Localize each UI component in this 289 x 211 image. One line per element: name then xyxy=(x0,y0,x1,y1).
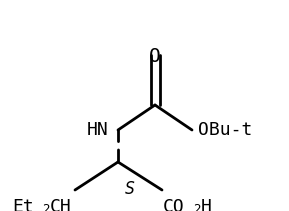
Text: Et: Et xyxy=(12,198,34,211)
Text: HN: HN xyxy=(86,121,108,139)
Text: CH: CH xyxy=(50,198,72,211)
Text: H: H xyxy=(201,198,212,211)
Text: 2: 2 xyxy=(42,203,49,211)
Text: CO: CO xyxy=(163,198,185,211)
Text: O: O xyxy=(149,47,161,66)
Text: S: S xyxy=(125,180,135,198)
Text: 2: 2 xyxy=(193,203,201,211)
Text: OBu-t: OBu-t xyxy=(198,121,252,139)
